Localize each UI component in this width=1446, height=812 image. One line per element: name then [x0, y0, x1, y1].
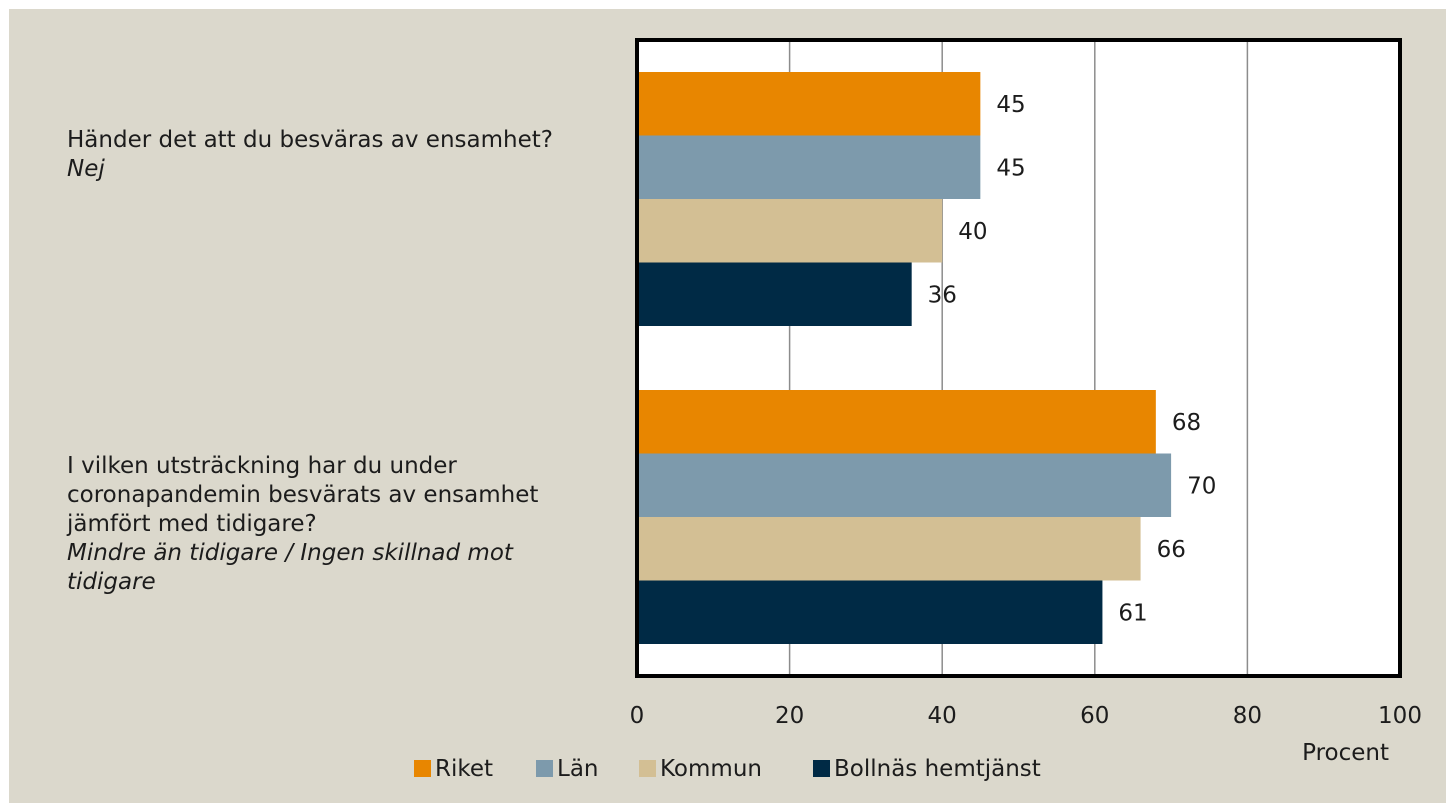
x-tick-label-20: 20 [775, 703, 804, 729]
x-axis-label: Procent [1302, 740, 1389, 766]
bar-1-bolln-s-hemtj-nst [637, 262, 912, 326]
legend-swatch-riket [414, 760, 431, 777]
category-answer-1: Nej [67, 156, 105, 182]
data-label-2-1: 68 [1172, 410, 1201, 436]
x-tick-label-80: 80 [1233, 703, 1262, 729]
bar-2-kommun [637, 517, 1141, 581]
legend-swatch-l-n [536, 760, 553, 777]
data-label-2-4: 61 [1118, 600, 1147, 626]
legend-label-kommun: Kommun [660, 756, 762, 782]
data-label-1-3: 40 [958, 219, 987, 245]
data-label-1-2: 45 [996, 155, 1025, 181]
data-label-1-1: 45 [996, 92, 1025, 118]
category-question-2: I vilken utsträckning har du under coron… [67, 453, 539, 537]
category-answer-2: Mindre än tidigare / Ingen skillnad mot … [67, 540, 513, 595]
data-label-2-3: 66 [1157, 537, 1186, 563]
bar-1-kommun [637, 199, 943, 263]
category-label-1: Händer det att du besväras av ensamhet? … [67, 126, 587, 184]
bar-2-l-n [637, 453, 1172, 517]
legend-swatch-bolln-s-hemtj-nst [813, 760, 830, 777]
data-label-2-2: 70 [1187, 473, 1216, 499]
x-tick-label-40: 40 [928, 703, 957, 729]
legend-label-bolln-s-hemtj-nst: Bollnäs hemtjänst [834, 756, 1041, 782]
legend-swatch-kommun [639, 760, 656, 777]
bar-2-riket [637, 390, 1156, 454]
bar-2-bolln-s-hemtj-nst [637, 580, 1103, 644]
data-label-1-4: 36 [928, 282, 957, 308]
bar-1-riket [637, 72, 981, 136]
plot-border [635, 38, 1402, 678]
category-label-2: I vilken utsträckning har du under coron… [67, 452, 587, 597]
legend-label-riket: Riket [435, 756, 493, 782]
x-tick-label-0: 0 [630, 703, 645, 729]
bar-1-l-n [637, 135, 981, 199]
x-tick-label-60: 60 [1080, 703, 1109, 729]
category-question-1: Händer det att du besväras av ensamhet? [67, 127, 553, 153]
legend-label-l-n: Län [557, 756, 599, 782]
x-tick-label-100: 100 [1378, 703, 1422, 729]
